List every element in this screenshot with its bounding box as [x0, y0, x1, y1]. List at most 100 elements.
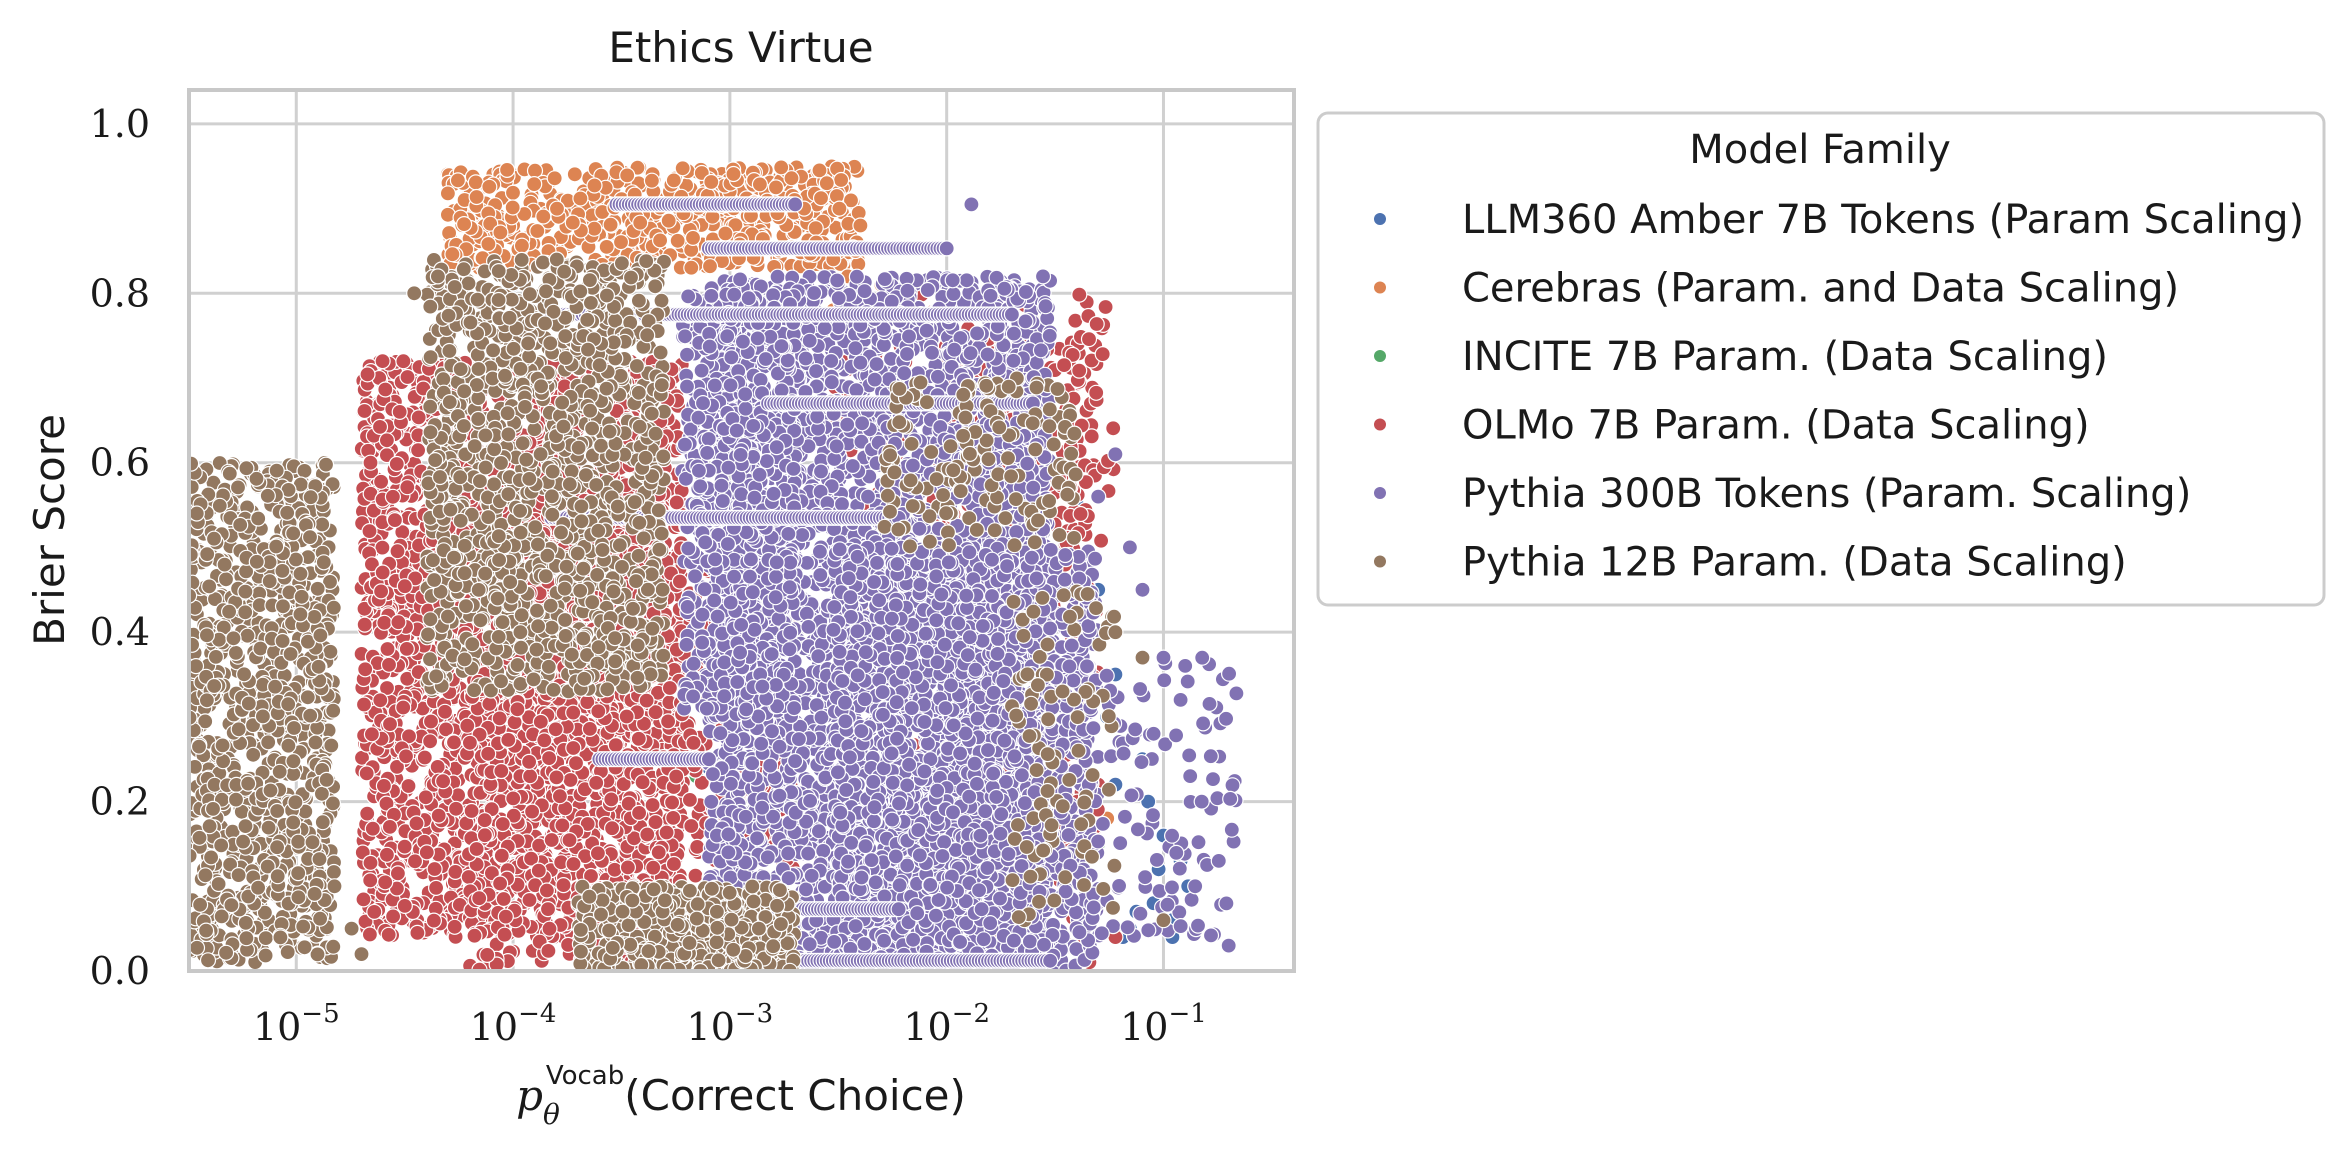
data-point: [439, 185, 456, 202]
data-point: [513, 237, 531, 254]
data-point: [521, 891, 538, 909]
data-point: [506, 714, 523, 731]
data-point: [619, 167, 636, 184]
data-point: [543, 831, 560, 849]
data-point: [783, 170, 800, 187]
data-point: [602, 216, 619, 233]
data-point: [389, 865, 406, 882]
data-point: [598, 238, 615, 255]
data-point: [492, 224, 509, 241]
data-points: [189, 158, 1245, 971]
data-point: [668, 494, 685, 511]
data-point: [395, 353, 412, 370]
data-point: [408, 815, 425, 832]
data-point: [416, 749, 433, 766]
data-point: [539, 900, 557, 918]
data-point: [520, 753, 538, 771]
data-point: [461, 734, 478, 751]
data-point: [466, 927, 483, 944]
data-point: [658, 824, 675, 841]
data-point: [1094, 346, 1111, 363]
data-point: [1105, 420, 1122, 437]
data-point: [378, 432, 395, 449]
data-point: [361, 926, 378, 943]
data-point: [619, 859, 637, 876]
data-point: [547, 721, 564, 738]
data-point: [562, 771, 579, 789]
data-point: [463, 802, 480, 820]
data-point: [665, 172, 682, 189]
data-point: [660, 212, 677, 229]
data-point: [428, 879, 445, 897]
data-point: [494, 815, 511, 833]
data-point: [422, 733, 439, 750]
data-point: [400, 777, 417, 795]
data-point: [818, 175, 835, 192]
data-point: [410, 409, 427, 426]
data-point: [377, 381, 394, 398]
data-point: [376, 614, 393, 631]
chart-title: Ethics Virtue: [608, 23, 873, 72]
data-point: [681, 791, 699, 809]
data-point: [1080, 331, 1098, 348]
data-point: [618, 708, 635, 725]
data-point: [493, 847, 510, 864]
data-point: [380, 656, 398, 673]
data-point: [426, 860, 443, 878]
data-point: [535, 208, 552, 225]
data-point: [397, 748, 415, 765]
data-point: [456, 216, 473, 233]
data-point: [588, 774, 605, 792]
data-point: [444, 246, 461, 263]
data-point: [396, 578, 413, 595]
data-point: [359, 805, 376, 822]
data-point: [548, 769, 565, 786]
data-point: [607, 736, 624, 754]
data-point: [495, 890, 512, 908]
data-point: [468, 840, 485, 858]
data-point: [422, 713, 440, 730]
data-point: [717, 225, 734, 242]
data-point: [566, 166, 583, 183]
data-point: [561, 831, 578, 849]
data-point: [363, 726, 380, 743]
data-point: [645, 859, 662, 876]
data-point: [430, 807, 447, 824]
data-point: [364, 820, 381, 837]
data-point: [767, 179, 785, 196]
data-point: [632, 214, 649, 231]
data-point: [390, 614, 407, 631]
data-point: [362, 854, 379, 872]
data-point: [482, 215, 499, 232]
data-point: [603, 820, 621, 837]
data-point: [1071, 286, 1088, 303]
data-point: [630, 804, 648, 822]
data-point: [538, 882, 556, 899]
data-point: [373, 473, 390, 490]
data-point: [361, 522, 378, 540]
data-point: [509, 701, 526, 718]
data-point: [521, 768, 539, 785]
data-point: [467, 174, 484, 191]
data-point: [650, 844, 667, 861]
data-point: [417, 789, 434, 806]
data-point: [378, 846, 395, 863]
data-point: [540, 749, 558, 767]
data-point: [555, 876, 572, 894]
data-point: [630, 730, 647, 747]
data-point: [389, 543, 406, 560]
data-point: [385, 908, 402, 925]
data-point: [362, 872, 379, 889]
data-point: [565, 704, 582, 721]
data-point: [589, 845, 607, 862]
data-point: [540, 942, 557, 960]
data-point: [548, 200, 566, 217]
data-point: [684, 229, 702, 246]
data-point: [399, 368, 416, 386]
data-point: [1092, 532, 1110, 549]
data-point: [481, 695, 498, 713]
data-point: [445, 734, 463, 751]
data-point: [381, 818, 398, 836]
data-point: [410, 442, 427, 459]
